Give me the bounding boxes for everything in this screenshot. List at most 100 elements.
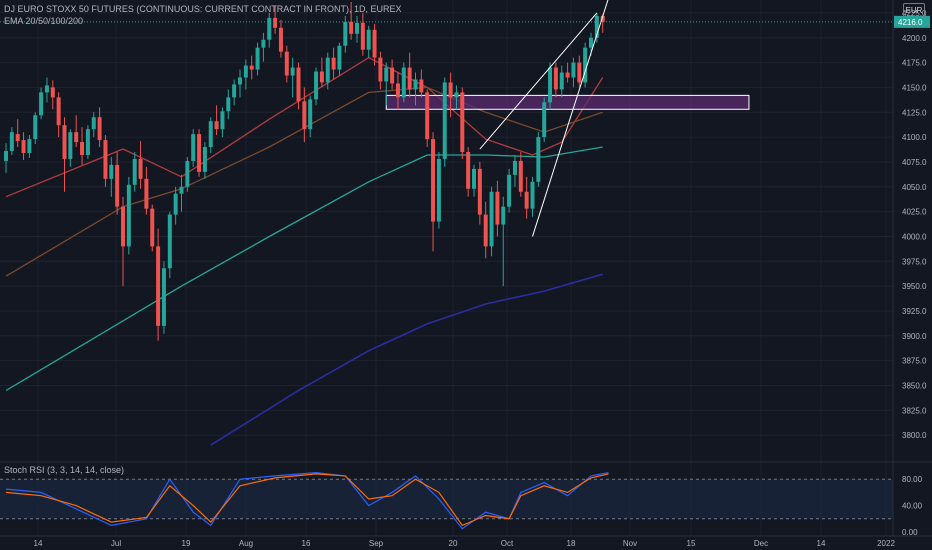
candle-body [103, 140, 108, 179]
candle-body [208, 121, 213, 148]
ema-line-3 [5, 146, 603, 392]
candle-body [238, 77, 242, 85]
candle-body [466, 152, 471, 189]
time-tick-label: 18 [567, 539, 576, 548]
candle-body [460, 92, 465, 153]
ema-line-1 [5, 56, 604, 198]
time-tick-label: 19 [182, 539, 191, 548]
candle-body [472, 168, 476, 189]
candle-body [126, 184, 131, 247]
candle-body [278, 27, 283, 52]
candle-body [553, 67, 558, 90]
candle-body [202, 147, 207, 172]
candle-body [62, 125, 67, 159]
candle-body [442, 82, 447, 159]
price-tick-label: 4200.0 [902, 34, 927, 43]
candle-body [273, 17, 278, 28]
candle-body [594, 15, 599, 38]
candle-body [97, 117, 102, 141]
stoch-line-d [5, 473, 609, 527]
candle-body [331, 57, 336, 70]
candle-body [425, 92, 430, 140]
candle-body [319, 71, 324, 83]
candle-body [518, 160, 523, 192]
price-tick-label: 3800.0 [902, 431, 927, 440]
candle-body [349, 21, 354, 34]
resistance-zone [385, 94, 750, 110]
candle-body [68, 132, 73, 159]
candle-body [355, 22, 359, 34]
candle-body [121, 206, 125, 247]
candle-body [290, 67, 295, 76]
candle-body [507, 174, 512, 207]
currency-badge[interactable]: EUR [903, 3, 925, 18]
candle-body [144, 178, 149, 209]
candle-body [167, 214, 172, 269]
stoch-band [0, 479, 893, 519]
candle-body [255, 47, 260, 70]
price-tick-label: 4225.0 [902, 9, 927, 18]
oscillator-label[interactable]: Stoch RSI (3, 3, 14, 14, close) [4, 465, 125, 475]
candle-body [15, 134, 20, 142]
stoch-tick-label: 40.00 [902, 502, 923, 511]
candle-body [454, 92, 459, 98]
candle-body [308, 99, 313, 130]
price-tick-label: 3825.0 [902, 406, 927, 415]
candle-body [366, 29, 371, 50]
candle-body [589, 37, 593, 48]
time-tick-label: Oct [501, 539, 514, 548]
candle-body [548, 67, 553, 103]
price-tick-label: 3850.0 [902, 381, 927, 390]
indicator-label[interactable]: EMA 20/50/100/200 [4, 16, 84, 26]
price-tick-label: 3975.0 [902, 257, 927, 266]
candle-body [407, 67, 412, 90]
price-tick-label: 4000.0 [902, 232, 927, 241]
candle-body [390, 67, 395, 84]
candle-body [314, 71, 319, 100]
candle-body [267, 17, 272, 40]
price-tick-label: 4075.0 [902, 158, 927, 167]
trendline [479, 12, 598, 150]
candle-body [536, 137, 541, 182]
candle-body [50, 87, 55, 98]
candle-body [512, 160, 517, 175]
price-tick-label: 3900.0 [902, 332, 927, 341]
candle-body [600, 15, 605, 22]
time-tick-label: Sep [369, 539, 384, 548]
price-tick-label: 4100.0 [902, 133, 927, 142]
candle-body [150, 208, 155, 247]
candle-body [91, 117, 96, 130]
candle-body [115, 164, 120, 207]
symbol-title[interactable]: DJ EURO STOXX 50 FUTURES (CONTINUOUS: CU… [4, 4, 402, 14]
candle-body [85, 129, 90, 155]
candle-body [27, 139, 32, 154]
candle-body [249, 65, 254, 70]
candle-body [185, 160, 190, 187]
trendline [532, 0, 609, 237]
price-tick-label: 4125.0 [902, 108, 927, 117]
price-tick-label: 4150.0 [902, 83, 927, 92]
time-tick-label: 14 [34, 539, 43, 548]
candle-body [33, 115, 38, 140]
candle-body [109, 164, 114, 179]
price-tick-label: 4025.0 [902, 208, 927, 217]
time-tick-label: Nov [623, 539, 637, 548]
candle-body [220, 111, 225, 130]
candle-body [226, 97, 231, 112]
candle-body [232, 84, 237, 98]
candle-body [542, 102, 547, 138]
candle-body [489, 191, 494, 247]
candle-body [138, 158, 143, 179]
candle-body [401, 67, 406, 98]
candle-body [571, 62, 576, 78]
time-tick-label: 15 [687, 539, 696, 548]
candle-body [74, 132, 79, 143]
time-tick-label: Aug [239, 539, 253, 548]
last-price-label: 4216.0 [898, 18, 923, 27]
candle-body [436, 158, 441, 222]
candle-body [337, 45, 342, 70]
candle-body [156, 246, 161, 326]
candle-body [9, 132, 14, 152]
